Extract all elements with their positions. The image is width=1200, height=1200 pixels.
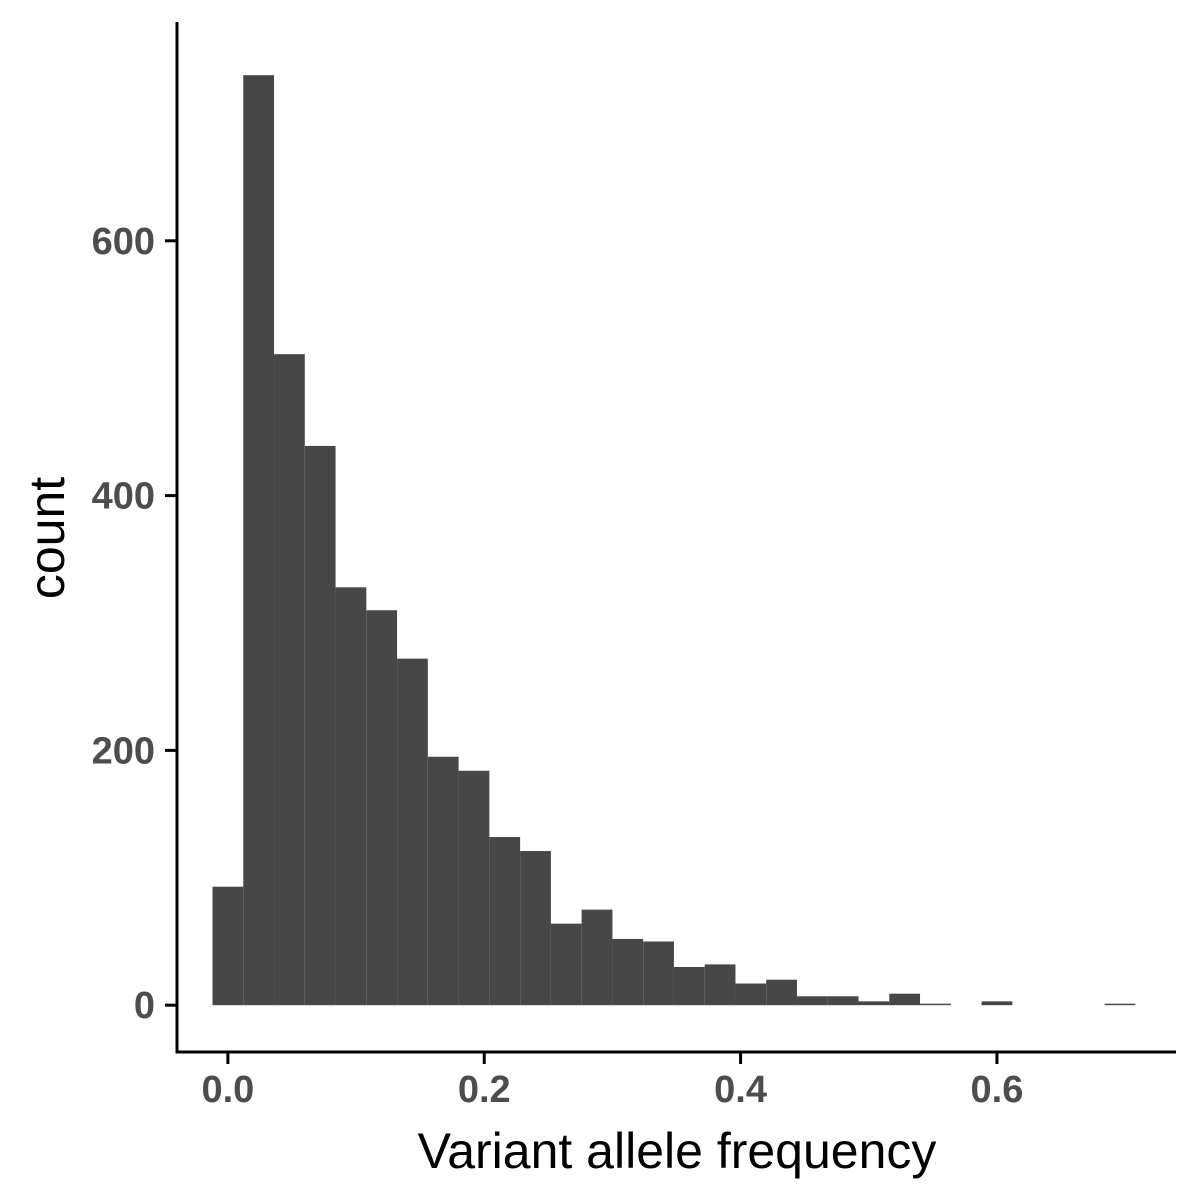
- histogram-bar-23: [920, 1003, 951, 1006]
- y-tick-label-1: 200: [92, 730, 155, 772]
- x-axis-title: Variant allele frequency: [418, 1123, 937, 1179]
- histogram-bar-3: [304, 445, 336, 1006]
- histogram-bar-25: [981, 1001, 1013, 1006]
- histogram-bar-19: [796, 996, 828, 1006]
- y-tick-label-2: 400: [92, 476, 155, 518]
- y-tick-label-3: 600: [92, 221, 155, 263]
- x-tick-label-3: 0.6: [971, 1069, 1024, 1111]
- histogram-bar-16: [704, 964, 736, 1006]
- histogram-bar-15: [673, 966, 705, 1006]
- histogram-bar-29: [1104, 1003, 1136, 1006]
- histogram-bars: [212, 75, 1136, 1006]
- histogram-bar-13: [612, 938, 644, 1006]
- histogram-bar-7: [427, 756, 459, 1006]
- histogram-bar-2: [274, 354, 305, 1006]
- histogram-bar-9: [489, 837, 521, 1006]
- histogram-bar-20: [827, 996, 859, 1006]
- x-tick-label-2: 0.4: [714, 1069, 767, 1111]
- histogram-bar-4: [335, 587, 367, 1006]
- tick-labels: 0 200 400 600 0.0 0.2 0.4 0.6: [92, 221, 1024, 1111]
- tick-marks: [165, 239, 999, 1064]
- histogram-bar-0: [212, 886, 244, 1006]
- histogram-bar-1: [243, 75, 275, 1006]
- y-axis-title: count: [19, 477, 75, 599]
- histogram-bar-12: [581, 909, 613, 1006]
- histogram-bar-22: [889, 993, 921, 1006]
- histogram-bar-5: [366, 610, 398, 1006]
- axes: [175, 22, 1176, 1054]
- histogram-bar-10: [520, 851, 551, 1006]
- histogram-bar-17: [735, 983, 767, 1006]
- histogram-bar-21: [858, 1001, 890, 1006]
- y-tick-label-0: 0: [134, 985, 155, 1027]
- x-tick-label-1: 0.2: [458, 1069, 511, 1111]
- x-tick-label-0: 0.0: [201, 1069, 254, 1111]
- histogram-bar-6: [397, 658, 428, 1006]
- histogram-bar-11: [550, 923, 582, 1006]
- histogram-bar-8: [458, 770, 490, 1006]
- histogram-bar-14: [643, 941, 674, 1006]
- histogram-bar-18: [766, 979, 797, 1006]
